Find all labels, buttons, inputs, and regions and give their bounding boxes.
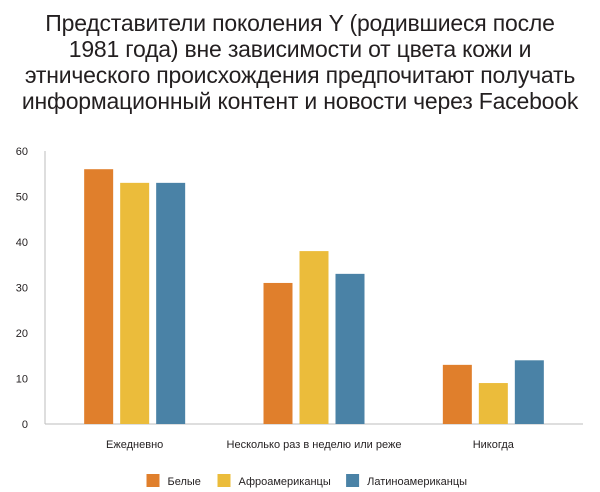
y-tick-label: 0: [22, 419, 28, 431]
bar: [514, 360, 544, 424]
bar: [442, 364, 472, 424]
bar: [263, 282, 293, 424]
y-tick-label: 20: [16, 328, 28, 340]
bar: [335, 273, 365, 424]
x-category-label: Несколько раз в неделю или реже: [227, 439, 402, 451]
bar: [478, 383, 508, 424]
legend-swatch: [146, 474, 160, 487]
legend-swatch: [346, 474, 360, 487]
bar: [156, 182, 186, 424]
y-tick-label: 40: [16, 237, 28, 249]
legend-label: Афроамериканцы: [239, 476, 331, 488]
chart-title: Представители поколения Y (родившиеся по…: [21, 10, 579, 114]
y-tick-label: 10: [16, 374, 28, 386]
bar: [299, 251, 329, 424]
bar: [84, 169, 114, 424]
legend-label: Латиноамериканцы: [367, 476, 467, 488]
y-tick-label: 50: [16, 192, 28, 204]
x-category-label: Никогда: [473, 439, 515, 451]
legend-label: Белые: [168, 476, 201, 488]
bar: [120, 182, 150, 424]
y-tick-label: 60: [16, 146, 28, 158]
y-tick-label: 30: [16, 283, 28, 295]
x-category-label: Ежедневно: [106, 439, 163, 451]
legend-swatch: [217, 474, 231, 487]
